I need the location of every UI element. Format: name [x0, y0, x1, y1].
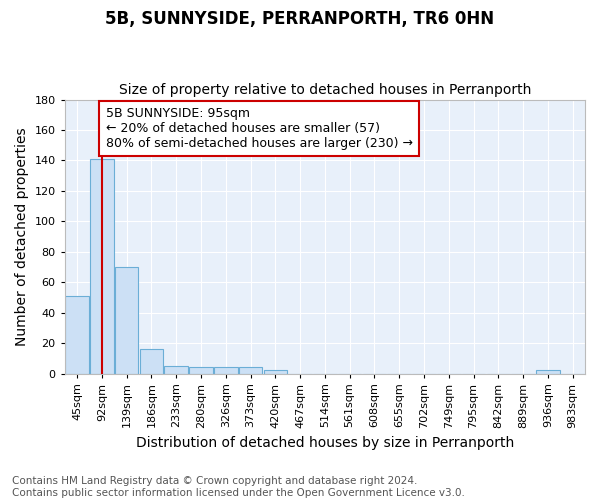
Bar: [115, 267, 139, 374]
Text: Contains HM Land Registry data © Crown copyright and database right 2024.
Contai: Contains HM Land Registry data © Crown c…: [12, 476, 465, 498]
X-axis label: Distribution of detached houses by size in Perranporth: Distribution of detached houses by size …: [136, 436, 514, 450]
Bar: [189, 368, 213, 374]
Text: 5B SUNNYSIDE: 95sqm
← 20% of detached houses are smaller (57)
80% of semi-detach: 5B SUNNYSIDE: 95sqm ← 20% of detached ho…: [106, 107, 413, 150]
Bar: [65, 296, 89, 374]
Bar: [239, 368, 262, 374]
Text: 5B, SUNNYSIDE, PERRANPORTH, TR6 0HN: 5B, SUNNYSIDE, PERRANPORTH, TR6 0HN: [106, 10, 494, 28]
Bar: [536, 370, 560, 374]
Bar: [90, 159, 113, 374]
Title: Size of property relative to detached houses in Perranporth: Size of property relative to detached ho…: [119, 83, 531, 97]
Y-axis label: Number of detached properties: Number of detached properties: [15, 127, 29, 346]
Bar: [164, 366, 188, 374]
Bar: [140, 349, 163, 374]
Bar: [263, 370, 287, 374]
Bar: [214, 368, 238, 374]
